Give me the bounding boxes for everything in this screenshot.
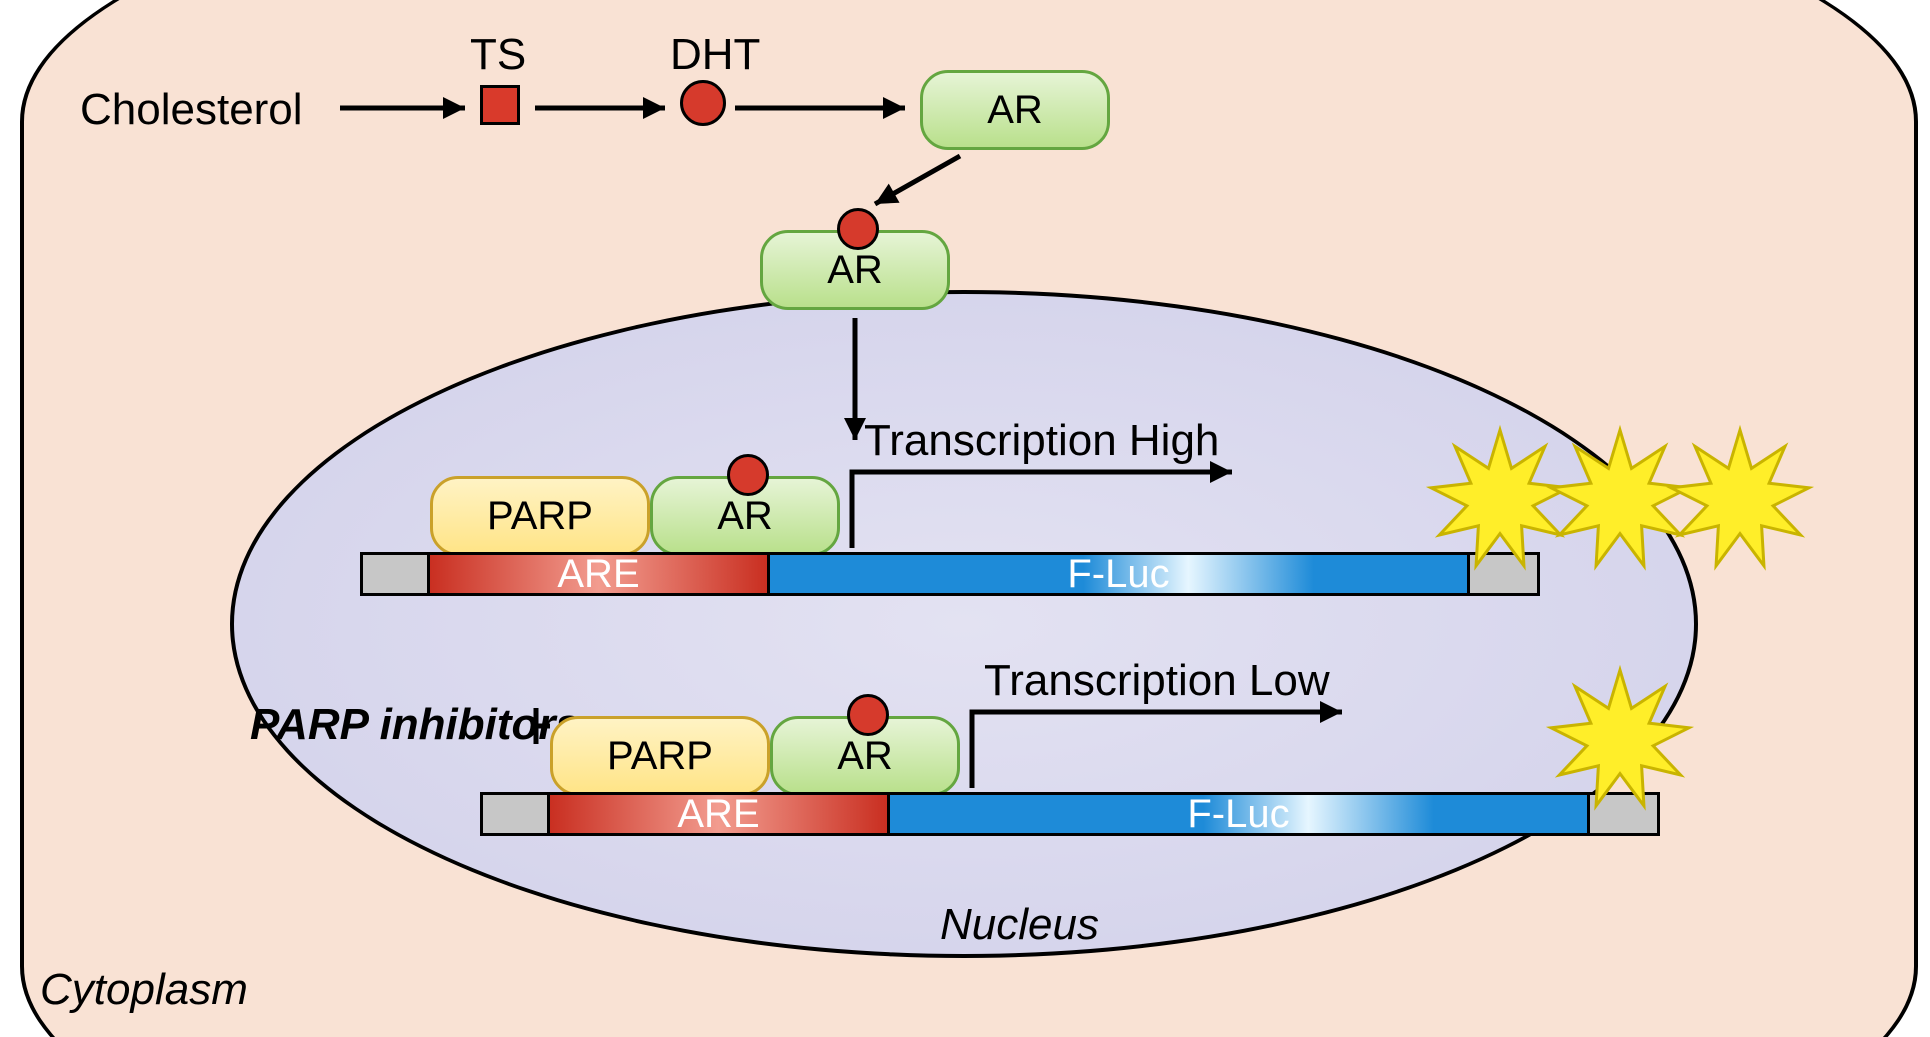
diagram-canvas: Cytoplasm Nucleus Cholesterol TS DHT AR …: [0, 0, 1930, 1037]
